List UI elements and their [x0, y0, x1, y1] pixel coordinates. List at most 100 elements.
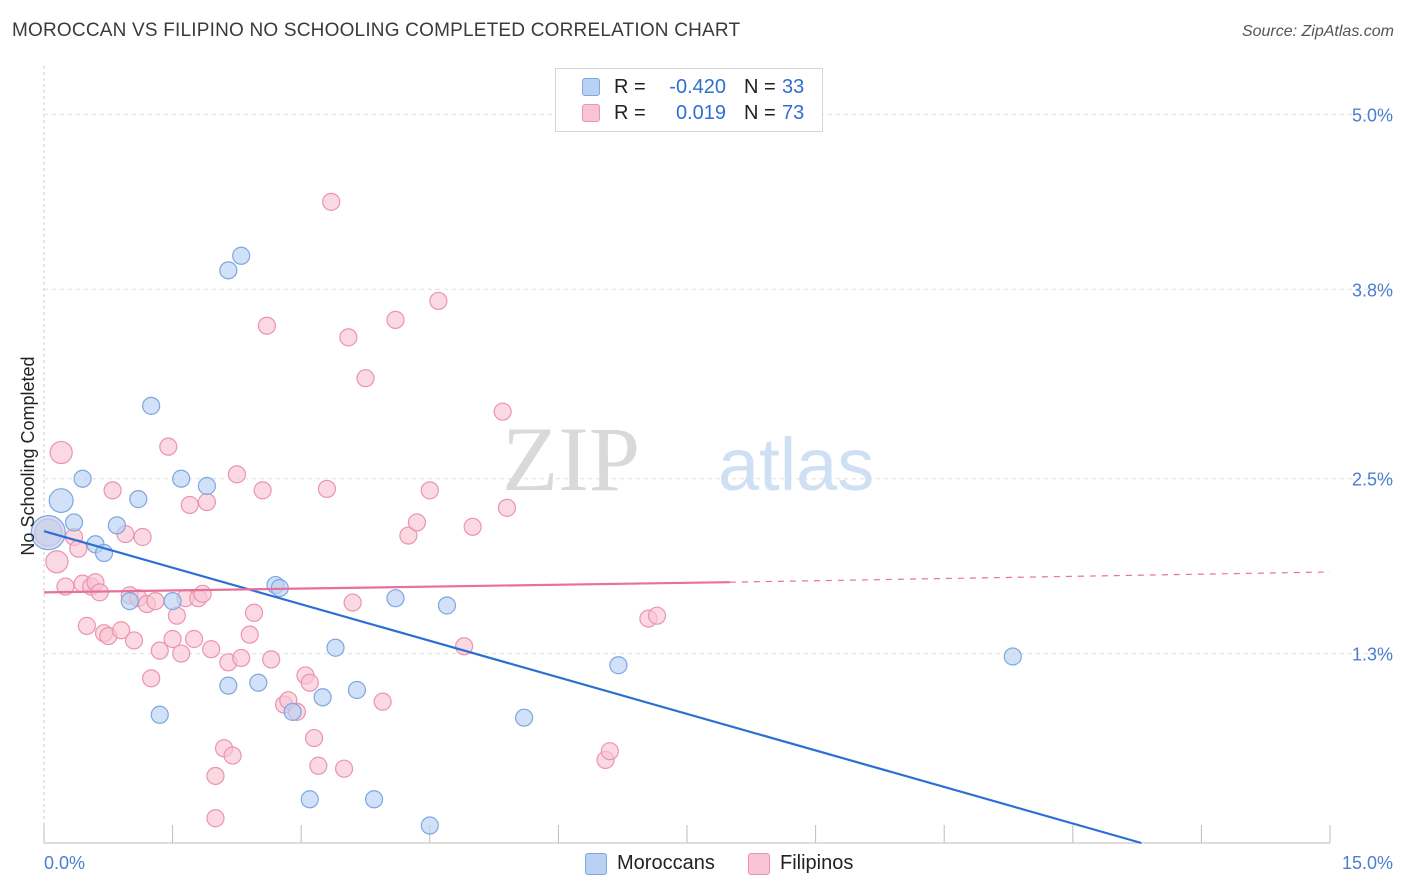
chart-title: MOROCCAN VS FILIPINO NO SCHOOLING COMPLE…: [12, 20, 741, 41]
point-filipinos: [463, 517, 482, 536]
point-filipinos: [227, 465, 246, 484]
point-filipinos: [334, 759, 354, 778]
legend-r-value: -0.420: [669, 75, 726, 98]
point-moroccans: [172, 469, 191, 488]
correlation-legend: R = -0.420 N = 33 R = 0.019 N = 73: [555, 68, 823, 132]
point-moroccans: [48, 488, 74, 514]
y-tick-label: 1.3%: [1352, 645, 1393, 665]
point-filipinos: [159, 437, 178, 456]
point-filipinos: [56, 577, 75, 596]
point-moroccans: [163, 592, 182, 611]
point-moroccans: [142, 396, 161, 415]
point-filipinos: [206, 766, 225, 786]
point-filipinos: [343, 593, 362, 612]
point-moroccans: [249, 673, 268, 692]
point-filipinos: [146, 592, 165, 611]
watermark-atlas: atlas: [718, 423, 874, 506]
point-filipinos: [386, 310, 405, 329]
point-filipinos: [339, 328, 358, 347]
x-tick-label: 0.0%: [44, 853, 85, 873]
point-filipinos: [150, 641, 169, 660]
point-filipinos: [193, 584, 212, 603]
point-filipinos: [356, 369, 375, 388]
point-filipinos: [133, 527, 152, 547]
point-moroccans: [313, 688, 332, 707]
point-moroccans: [420, 816, 439, 835]
point-filipinos: [103, 481, 122, 500]
legend-r-value: 0.019: [675, 101, 726, 124]
y-tick-label: 5.0%: [1352, 105, 1393, 125]
point-moroccans: [219, 261, 238, 280]
legend-r-label: R =: [614, 75, 646, 98]
point-filipinos: [647, 606, 667, 625]
point-moroccans: [197, 476, 216, 496]
trend-line-filipinos: [43, 581, 730, 594]
point-moroccans: [129, 490, 148, 509]
point-filipinos: [257, 316, 277, 335]
x-tick-label: 15.0%: [1342, 853, 1393, 873]
legend-swatch-filipinos: [582, 104, 600, 122]
point-moroccans: [347, 680, 367, 700]
point-filipinos: [420, 481, 439, 500]
point-moroccans: [364, 790, 384, 809]
point-filipinos: [197, 492, 216, 512]
y-tick-label: 2.5%: [1352, 470, 1393, 490]
trend-line-filipinos-extension: [729, 571, 1331, 583]
point-filipinos: [253, 481, 272, 500]
point-filipinos: [373, 692, 392, 711]
point-filipinos: [163, 629, 182, 649]
y-axis-title: No Schooling Completed: [18, 356, 38, 555]
series-legend: Moroccans Filipinos: [0, 852, 1406, 878]
legend-swatch-filipinos: [748, 852, 770, 875]
point-moroccans: [609, 656, 628, 675]
point-filipinos: [493, 402, 512, 421]
legend-n-value: 73: [782, 101, 805, 124]
point-filipinos: [124, 631, 144, 650]
point-moroccans: [326, 638, 345, 657]
point-filipinos: [600, 742, 619, 761]
point-filipinos: [202, 640, 221, 659]
point-moroccans: [219, 676, 238, 695]
x-tick-labels: 0.0% 15.0%: [44, 853, 1393, 873]
point-moroccans: [64, 513, 84, 532]
point-filipinos: [300, 673, 319, 692]
point-filipinos: [206, 809, 225, 828]
point-filipinos: [429, 291, 448, 311]
point-filipinos: [304, 728, 324, 748]
point-filipinos: [497, 498, 517, 517]
legend-r-label: R =: [614, 101, 646, 124]
point-moroccans: [1003, 647, 1022, 666]
point-filipinos: [399, 526, 418, 545]
point-filipinos: [232, 648, 251, 668]
point-filipinos: [322, 192, 341, 211]
point-filipinos: [184, 629, 204, 649]
legend-item-moroccans[interactable]: Moroccans: [585, 852, 715, 875]
point-filipinos: [180, 495, 199, 515]
legend-n-label: N =: [744, 101, 776, 124]
point-filipinos: [317, 479, 337, 499]
point-moroccans: [300, 790, 319, 809]
watermark-zip: ZIP: [502, 408, 640, 510]
watermark: ZIP atlas: [502, 408, 874, 510]
point-moroccans: [120, 592, 139, 611]
point-moroccans: [107, 516, 126, 535]
point-filipinos: [223, 746, 242, 765]
legend-row-filipinos: R = 0.019 N = 73: [582, 100, 804, 126]
point-filipinos: [112, 621, 131, 640]
legend-swatch-moroccans: [585, 852, 607, 875]
gridlines: [44, 113, 1392, 655]
legend-label-filipinos: Filipinos: [780, 852, 854, 874]
point-moroccans: [73, 469, 92, 488]
y-tick-labels: 1.3% 2.5% 3.8% 5.0%: [1352, 105, 1393, 664]
point-filipinos: [407, 513, 427, 532]
trend-lines: [43, 530, 1331, 845]
legend-item-filipinos[interactable]: Filipinos: [748, 852, 853, 875]
point-filipinos: [240, 625, 259, 644]
legend-label-moroccans: Moroccans: [617, 852, 715, 874]
legend-n-value: 33: [782, 75, 805, 98]
point-moroccans: [386, 589, 405, 608]
legend-row-moroccans: R = -0.420 N = 33: [582, 74, 804, 100]
point-filipinos: [49, 440, 73, 465]
point-moroccans: [515, 708, 534, 727]
